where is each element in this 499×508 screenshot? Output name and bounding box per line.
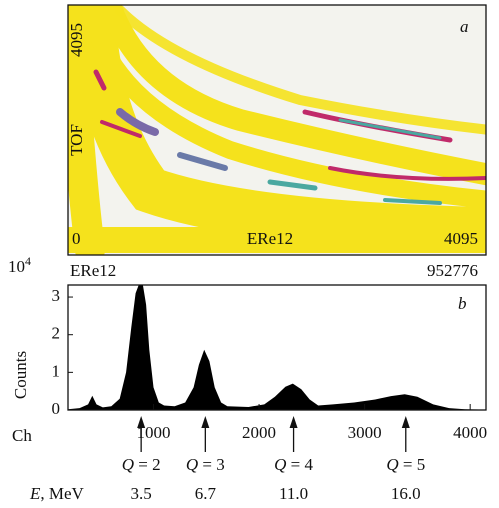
y-scale-exponent: 4: [25, 254, 31, 268]
charge-label: Q = 3: [186, 455, 225, 474]
panel-frame: [67, 4, 487, 256]
x-axis-label: ERe12: [247, 229, 293, 248]
energy-symbol: E: [29, 484, 41, 503]
energy-value: 16.0: [391, 484, 421, 503]
panel-a: a 4095 TOF 0 ERe12 4095: [67, 4, 487, 256]
spectrum-label: ERe12: [70, 261, 116, 280]
energy-value: 3.5: [131, 484, 152, 503]
spectrum-area: [68, 285, 486, 410]
charge-label: Q = 5: [386, 455, 425, 474]
charge-value: = 3: [202, 455, 224, 474]
energy-value: 6.7: [195, 484, 217, 503]
charge-symbol: Q: [386, 455, 398, 474]
panel-frame: [67, 284, 487, 411]
total-counts: 952776: [427, 261, 478, 280]
energy-value: 11.0: [279, 484, 308, 503]
charge-label: Q = 2: [122, 455, 161, 474]
arrow-head: [137, 416, 146, 428]
charge-symbol: Q: [186, 455, 198, 474]
charge-value: = 2: [138, 455, 160, 474]
charge-symbol: Q: [122, 455, 134, 474]
charge-label: Q = 4: [274, 455, 313, 474]
y-tick-label: 2: [52, 324, 61, 343]
panel-b: 104 ERe12 952776 b Counts Ch E, MeV: [8, 254, 478, 503]
panel-label: b: [458, 294, 467, 313]
y-tick-label: 3: [52, 286, 61, 305]
y-tick-label: 1: [52, 361, 61, 380]
x-max-label: 4095: [444, 229, 478, 248]
energy-unit: , MeV: [40, 484, 84, 503]
arrow-head: [201, 416, 210, 428]
x-tick-label: 3000: [348, 423, 382, 442]
arrow-head: [401, 416, 410, 428]
charge-symbol: Q: [274, 455, 286, 474]
density-image: [68, 5, 486, 255]
charge-value: = 5: [403, 455, 425, 474]
energy-row-label: E, MeV: [29, 484, 85, 503]
y-tick-label: 0: [52, 399, 61, 418]
x-axis-label: Ch: [12, 426, 32, 445]
x-tick-label: 4000: [453, 423, 487, 442]
y-scale-base: 10: [8, 257, 25, 276]
y-scale: 104: [8, 254, 31, 276]
arrow-head: [289, 416, 298, 428]
y-max-label: 4095: [67, 23, 86, 57]
x-min-label: 0: [72, 229, 81, 248]
y-axis-label: TOF: [67, 124, 86, 156]
panel-label: a: [460, 17, 469, 36]
y-axis-label: Counts: [11, 351, 30, 399]
x-tick-label: 2000: [242, 423, 276, 442]
charge-value: = 4: [291, 455, 314, 474]
